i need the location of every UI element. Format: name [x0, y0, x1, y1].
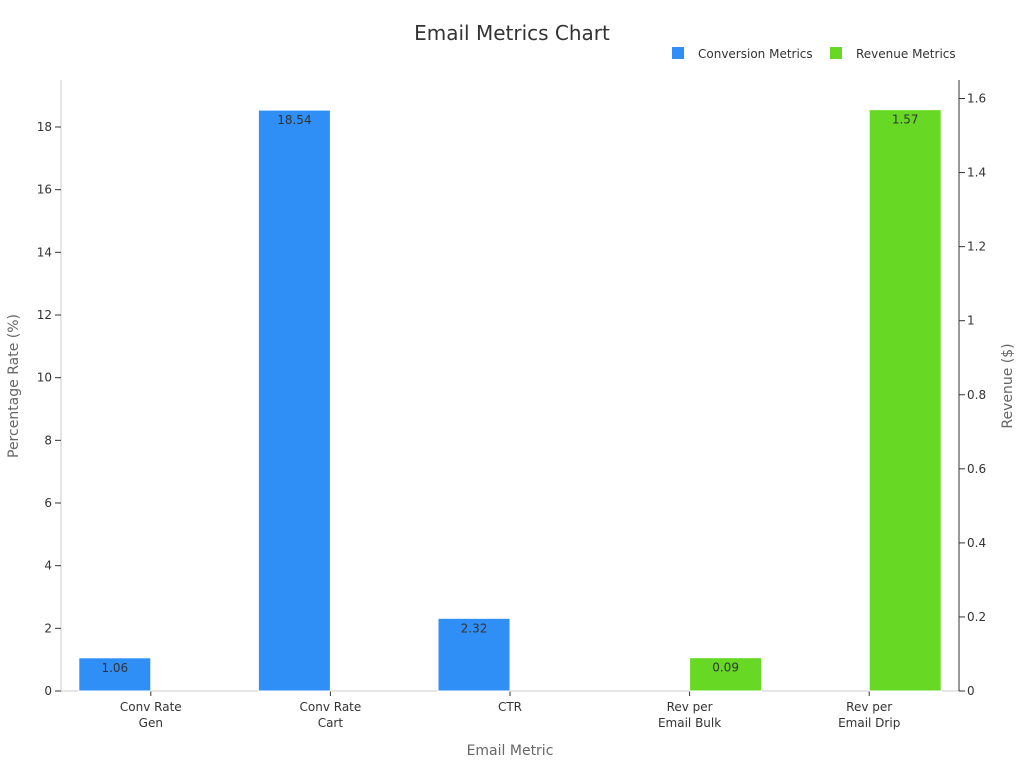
y2-axis-title: Revenue ($) — [1000, 343, 1016, 428]
y-tick-label: 8 — [44, 433, 52, 447]
y2-tick-label: 1.2 — [967, 240, 986, 254]
y2-tick-label: 0.2 — [967, 610, 986, 624]
bar-value-label: 0.09 — [712, 661, 739, 675]
bar-value-label: 2.32 — [461, 621, 488, 635]
bar-conversion[interactable] — [437, 617, 511, 692]
y2-tick-label: 0.4 — [967, 536, 986, 550]
y-tick-label: 12 — [37, 308, 52, 322]
bars — [78, 109, 942, 692]
x-tick-label: Conv Rate Cart — [300, 700, 362, 730]
x-tick-label: Rev per Email Bulk — [658, 700, 721, 730]
y-tick-label: 4 — [44, 559, 52, 573]
y2-tick-label: 1.6 — [967, 92, 986, 106]
y-axis-title: Percentage Rate (%) — [6, 314, 22, 458]
x-tick-label: Rev per Email Drip — [838, 700, 900, 730]
y2-tick-label: 0.8 — [967, 388, 986, 402]
legend-label-conversion[interactable]: Conversion Metrics — [698, 47, 813, 61]
bar-labels: 1.06 18.54 2.32 0.09 1.57 — [101, 113, 918, 675]
x-axis-title: Email Metric — [467, 743, 554, 759]
bar-value-label: 1.06 — [101, 661, 128, 675]
y2-tick-label: 0.6 — [967, 462, 986, 476]
bar-value-label: 1.57 — [892, 113, 919, 127]
y-tick-label: 18 — [37, 120, 52, 134]
bar-revenue[interactable] — [689, 657, 763, 692]
y-tick-label: 2 — [44, 621, 52, 635]
legend-swatch-conversion — [672, 47, 684, 59]
bar-conversion[interactable] — [257, 109, 331, 692]
y2-tick-label: 1.4 — [967, 166, 986, 180]
y-tick-label: 0 — [44, 684, 52, 698]
x-tick-label: CTR — [498, 700, 522, 714]
legend: Conversion Metrics Revenue Metrics — [672, 47, 956, 61]
bar-value-label: 18.54 — [277, 113, 311, 127]
y2-tick-label: 0 — [967, 684, 975, 698]
y-tick-label: 16 — [37, 183, 52, 197]
y2-tick-label: 1 — [967, 314, 975, 328]
y-tick-label: 10 — [37, 371, 52, 385]
legend-label-revenue[interactable]: Revenue Metrics — [856, 47, 956, 61]
axes: 0 2 4 6 8 10 12 14 16 18 0 0.2 0.4 0.6 0.8 1 1.2 1.4 1.6 Co… — [37, 80, 986, 730]
bar-conversion[interactable] — [78, 657, 152, 692]
legend-swatch-revenue — [830, 47, 842, 59]
chart-title: Email Metrics Chart — [414, 21, 610, 45]
x-tick-label: Conv Rate Gen — [120, 700, 182, 730]
y-tick-label: 14 — [37, 245, 52, 259]
bar-revenue[interactable] — [868, 109, 942, 692]
y-tick-label: 6 — [44, 496, 52, 510]
